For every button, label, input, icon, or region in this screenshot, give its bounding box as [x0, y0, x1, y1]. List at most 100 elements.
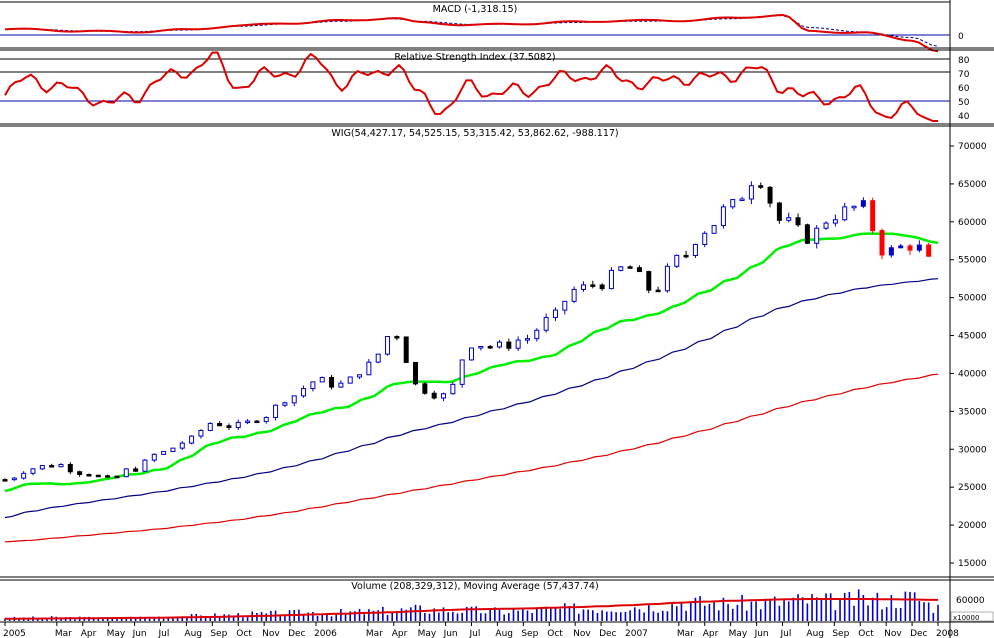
candle-body [786, 217, 792, 221]
candle-body [67, 463, 73, 473]
candle-body [804, 224, 810, 244]
candle-body [487, 345, 493, 349]
x-tick-label: Mar [677, 629, 694, 638]
x-tick-label: Aug [184, 629, 202, 638]
candle-body [730, 199, 736, 208]
volume-moving-average [5, 598, 938, 620]
candle-body [77, 471, 83, 475]
candle-body [720, 206, 726, 227]
candle-body [338, 382, 344, 388]
x-tick-label: Apr [703, 629, 719, 638]
macd-line [4, 13, 939, 53]
candle-body [879, 230, 885, 256]
x-tick-label: Oct [236, 629, 252, 638]
candle-body [273, 404, 279, 418]
candlesticks [2, 181, 932, 482]
candle-body [431, 392, 437, 399]
x-tick-label: Oct [858, 629, 874, 638]
x-axis: 2005 Mar Apr May Jun Jul Aug Sep Oct Nov Dec 2006 Ma… [3, 622, 959, 638]
rsi-title: Relative Strength Index (37.5082) [394, 52, 555, 63]
candle-body [385, 336, 391, 355]
candle-body [366, 361, 372, 376]
rsi-tick-60: 60 [958, 84, 970, 94]
candle-body [310, 381, 316, 390]
candle-body [441, 393, 447, 399]
candle-body [179, 442, 185, 449]
volume-panel: Volume (208,329,312), Moving Average (57… [0, 579, 994, 623]
x-tick-label: Apr [81, 629, 97, 638]
candle-body [907, 245, 913, 251]
candle-body [711, 225, 717, 234]
candle-body [151, 453, 157, 461]
candle-body [627, 266, 633, 269]
candle-body [776, 202, 782, 221]
candle-body [552, 309, 558, 318]
candle-body [413, 361, 419, 385]
volume-scale-label: x10000 [953, 614, 979, 622]
candle-body [636, 267, 642, 273]
candle-body [524, 338, 530, 341]
x-tick-label: 2008 [936, 629, 959, 638]
candle-body [599, 284, 605, 290]
candle-body [254, 420, 260, 424]
candle-body [926, 244, 932, 257]
candle-body [394, 336, 400, 339]
price-panel: WIG(54,427.17, 54,525.15, 53,315.42, 53,… [0, 125, 994, 578]
candle-body [245, 420, 251, 424]
rsi-line [4, 51, 938, 122]
candle-body [898, 245, 904, 249]
candle-body [114, 475, 120, 479]
candle-body [161, 450, 167, 455]
candle-body [21, 472, 27, 479]
x-tick-label: Mar [366, 629, 383, 638]
candle-body [478, 345, 484, 349]
candle-body [198, 429, 204, 437]
candle-body [683, 254, 689, 258]
candle-body [95, 474, 101, 478]
price-tick-label: 40000 [958, 369, 987, 379]
candle-body [11, 477, 17, 481]
candle-body [692, 243, 698, 256]
rsi-tick-40: 40 [958, 112, 970, 122]
price-tick-label: 15000 [958, 559, 987, 569]
candle-body [580, 284, 586, 290]
candle-body [646, 271, 652, 291]
candle-body [823, 222, 829, 229]
volume-tick-60000: 60000 [956, 596, 985, 606]
candle-body [543, 316, 549, 331]
candle-body [375, 353, 381, 363]
candle-body [105, 475, 111, 478]
x-tick-label: Aug [495, 629, 513, 638]
candle-body [506, 341, 512, 349]
x-tick-label: 2007 [625, 629, 648, 638]
x-tick-label: Oct [547, 629, 563, 638]
candle-body [870, 200, 876, 232]
price-tick-label: 45000 [958, 332, 987, 342]
candle-body [534, 329, 540, 340]
candle-body [170, 447, 176, 452]
candle-body [795, 217, 801, 226]
price-tick-label: 35000 [958, 407, 987, 417]
candle-body [739, 198, 745, 202]
candle-body [123, 468, 129, 478]
moving-averages [4, 232, 939, 543]
x-tick-label: Sep [832, 629, 849, 638]
x-tick-label: May [729, 629, 748, 638]
candle-body [469, 347, 474, 361]
ma-long-line [4, 373, 939, 543]
candle-body [664, 265, 670, 292]
candle-body [767, 186, 773, 204]
candle-body [263, 416, 269, 423]
x-tick-label: Apr [392, 629, 408, 638]
rsi-tick-80: 80 [958, 56, 970, 66]
candle-body [748, 185, 754, 200]
candle-body [655, 289, 661, 293]
candle-body [618, 266, 624, 271]
candle-body [702, 232, 708, 245]
macd-title: MACD (-1,318.15) [433, 4, 518, 15]
candle-body [860, 200, 866, 207]
candle-body [347, 376, 353, 384]
ma-mid-line [4, 278, 939, 519]
candle-body [58, 463, 64, 468]
